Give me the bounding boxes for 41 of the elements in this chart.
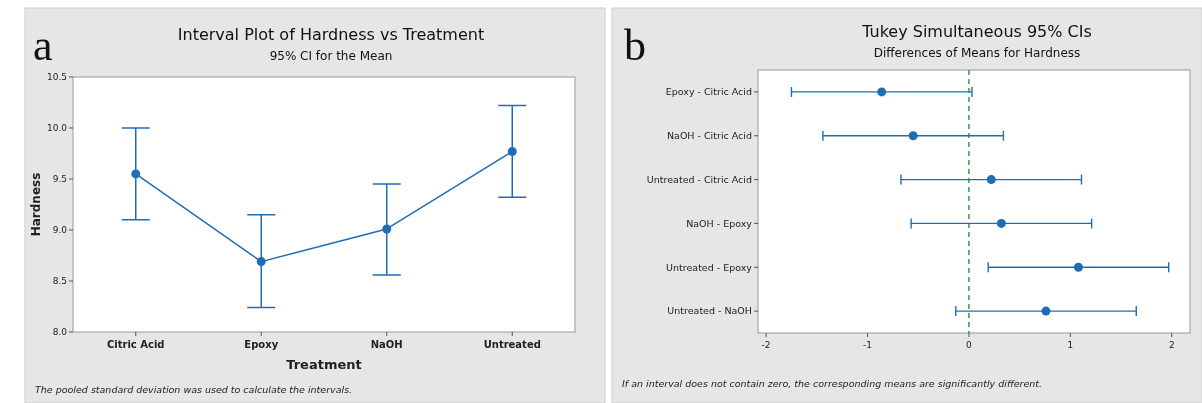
x-tick-label: 2 xyxy=(1168,340,1175,350)
chart-subtitle: 95% CI for the Mean xyxy=(269,49,393,63)
x-tick-label: 0 xyxy=(966,340,973,350)
x-tick-label: -2 xyxy=(761,340,771,350)
y-tick-label: 10.5 xyxy=(46,72,67,83)
point xyxy=(908,131,918,141)
y-tick-label: Untreated - Citric Acid xyxy=(646,173,752,185)
y-tick-label: 9.5 xyxy=(52,174,67,185)
x-axis-title: Treatment xyxy=(286,357,362,372)
x-tick-label: -1 xyxy=(863,340,873,350)
y-tick-label: 9.0 xyxy=(52,225,68,236)
point xyxy=(507,146,517,156)
y-tick-label: Untreated - Epoxy xyxy=(666,261,753,273)
text: a xyxy=(33,21,53,70)
x-tick-label: Citric Acid xyxy=(106,339,165,350)
y-tick-label: NaOH - Citric Acid xyxy=(666,130,752,142)
text: b xyxy=(624,21,646,70)
point xyxy=(131,169,141,179)
text: The pooled standard deviation was used to calculate the intervals. xyxy=(35,384,353,395)
chart-subtitle: Differences of Means for Hardness xyxy=(873,46,1081,60)
y-tick-label: Untreated - NaOH xyxy=(667,305,752,317)
x-tick-label: 1 xyxy=(1067,340,1074,350)
x-tick-label: NaOH xyxy=(370,339,403,350)
chart-title: Interval Plot of Hardness vs Treatment xyxy=(177,25,485,44)
point xyxy=(1041,306,1051,316)
chart-title: Tukey Simultaneous 95% CIs xyxy=(861,22,1092,41)
point xyxy=(996,218,1006,228)
x-tick-label: Epoxy xyxy=(244,339,279,350)
y-tick-label: 8.0 xyxy=(52,327,68,338)
point xyxy=(1073,262,1083,272)
point xyxy=(382,224,392,234)
y-tick-label: 8.5 xyxy=(52,276,67,287)
y-tick-label: 10.0 xyxy=(46,123,68,134)
x-tick-label: Untreated xyxy=(483,339,541,350)
point xyxy=(986,175,996,185)
y-axis-title: Hardness xyxy=(29,172,43,237)
y-tick-label: Epoxy - Citric Acid xyxy=(665,86,752,98)
y-tick-label: NaOH - Epoxy xyxy=(686,217,753,229)
text: If an interval does not contain zero, the corresponding means are significantly different. xyxy=(622,378,1043,389)
point xyxy=(256,257,266,267)
point xyxy=(877,87,887,97)
